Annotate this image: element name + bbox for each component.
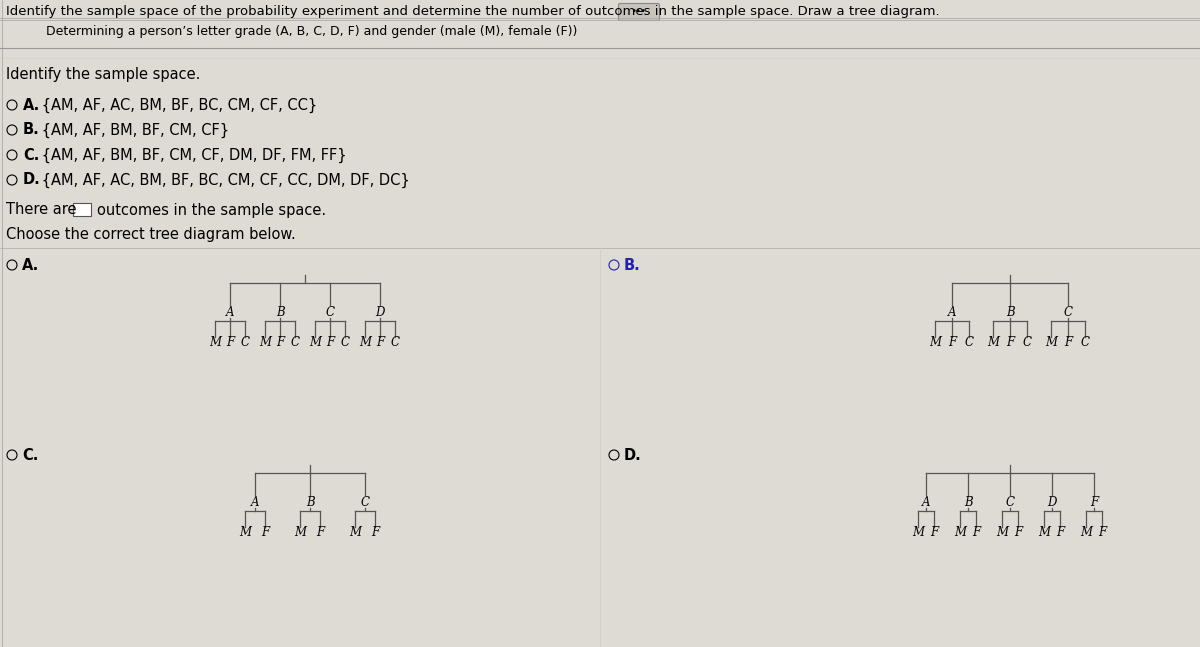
Text: F: F xyxy=(948,336,956,349)
Text: {AM, AF, BM, BF, CM, CF}: {AM, AF, BM, BF, CM, CF} xyxy=(37,122,229,138)
Text: M: M xyxy=(1038,527,1050,540)
Text: C: C xyxy=(1022,336,1032,349)
Text: •••: ••• xyxy=(631,8,647,17)
Text: C: C xyxy=(1063,307,1073,320)
Text: Identify the sample space.: Identify the sample space. xyxy=(6,67,200,83)
Text: F: F xyxy=(376,336,384,349)
Text: F: F xyxy=(316,527,324,540)
Text: Choose the correct tree diagram below.: Choose the correct tree diagram below. xyxy=(6,228,295,243)
Text: M: M xyxy=(209,336,221,349)
Text: B: B xyxy=(964,496,972,509)
Bar xyxy=(73,203,91,216)
Text: C: C xyxy=(390,336,400,349)
Text: A.: A. xyxy=(22,258,40,272)
Text: B.: B. xyxy=(23,122,40,138)
Text: A: A xyxy=(922,496,930,509)
Text: A: A xyxy=(948,307,956,320)
Text: B: B xyxy=(306,496,314,509)
Text: B.: B. xyxy=(624,258,641,272)
Text: D.: D. xyxy=(23,173,41,188)
Text: F: F xyxy=(1056,527,1064,540)
Text: D.: D. xyxy=(624,448,642,463)
Text: Identify the sample space of the probability experiment and determine the number: Identify the sample space of the probabi… xyxy=(6,5,940,17)
Text: C: C xyxy=(240,336,250,349)
Text: {AM, AF, AC, BM, BF, BC, CM, CF, CC, DM, DF, DC}: {AM, AF, AC, BM, BF, BC, CM, CF, CC, DM,… xyxy=(37,172,409,188)
FancyBboxPatch shape xyxy=(618,3,660,21)
Text: There are: There are xyxy=(6,203,77,217)
Text: F: F xyxy=(972,527,980,540)
Text: M: M xyxy=(294,527,306,540)
Text: M: M xyxy=(912,527,924,540)
Text: D: D xyxy=(1048,496,1057,509)
Text: D: D xyxy=(376,307,385,320)
Text: outcomes in the sample space.: outcomes in the sample space. xyxy=(97,203,326,217)
Text: A: A xyxy=(226,307,234,320)
Text: F: F xyxy=(371,527,379,540)
Text: F: F xyxy=(1014,527,1022,540)
Text: {AM, AF, AC, BM, BF, BC, CM, CF, CC}: {AM, AF, AC, BM, BF, BC, CM, CF, CC} xyxy=(37,98,317,113)
Text: C: C xyxy=(1080,336,1090,349)
Text: M: M xyxy=(986,336,998,349)
Text: M: M xyxy=(1080,527,1092,540)
Text: M: M xyxy=(954,527,966,540)
Text: M: M xyxy=(239,527,251,540)
Text: M: M xyxy=(349,527,361,540)
Text: M: M xyxy=(310,336,322,349)
Text: C: C xyxy=(360,496,370,509)
Text: C: C xyxy=(341,336,349,349)
Text: F: F xyxy=(930,527,938,540)
Text: F: F xyxy=(1006,336,1014,349)
Text: F: F xyxy=(226,336,234,349)
Text: F: F xyxy=(260,527,269,540)
Text: M: M xyxy=(359,336,371,349)
Text: Determining a person’s letter grade (A, B, C, D, F) and gender (male (M), female: Determining a person’s letter grade (A, … xyxy=(30,25,577,39)
Text: C.: C. xyxy=(22,448,38,463)
Text: F: F xyxy=(1064,336,1072,349)
Text: M: M xyxy=(259,336,271,349)
Text: F: F xyxy=(276,336,284,349)
Text: F: F xyxy=(1090,496,1098,509)
Text: {AM, AF, BM, BF, CM, CF, DM, DF, FM, FF}: {AM, AF, BM, BF, CM, CF, DM, DF, FM, FF} xyxy=(37,148,347,162)
Text: M: M xyxy=(929,336,941,349)
Text: A: A xyxy=(251,496,259,509)
Text: C: C xyxy=(1006,496,1014,509)
Text: B: B xyxy=(1006,307,1014,320)
Text: C: C xyxy=(290,336,300,349)
Text: M: M xyxy=(1045,336,1057,349)
Text: M: M xyxy=(996,527,1008,540)
Text: C: C xyxy=(965,336,973,349)
Text: C: C xyxy=(325,307,335,320)
Text: A.: A. xyxy=(23,98,41,113)
Text: C.: C. xyxy=(23,148,40,162)
Text: F: F xyxy=(326,336,334,349)
Text: F: F xyxy=(1098,527,1106,540)
Text: B: B xyxy=(276,307,284,320)
